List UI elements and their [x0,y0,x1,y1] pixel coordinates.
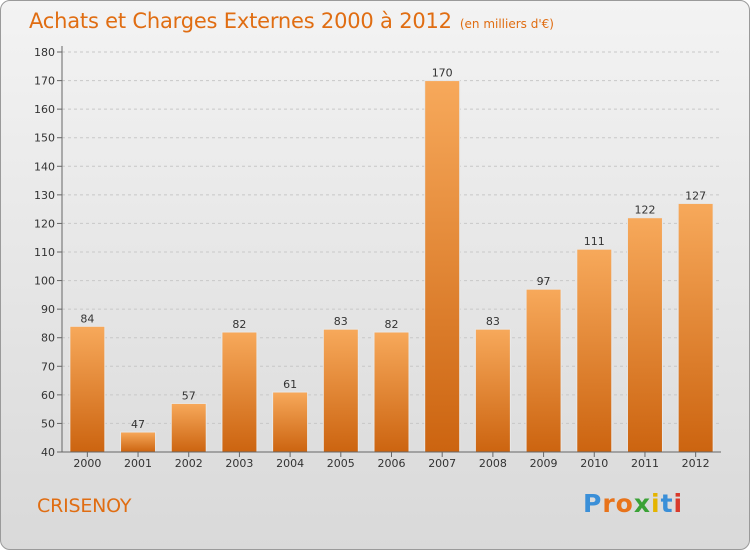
logo-letter: i [651,489,661,518]
x-tick-label: 2004 [276,457,304,470]
y-tick-label: 60 [41,389,55,402]
bar-value-label: 61 [283,378,297,391]
x-tick-label: 2008 [479,457,507,470]
bar-value-label: 57 [182,389,196,402]
chart-unit-note: (en milliers d'€) [459,17,554,31]
chart-title-block: Achats et Charges Externes 2000 à 2012 (e… [29,9,554,33]
bars: 84 47 57 82 61 83 82 170 83 97 111 122 127 [69,67,714,453]
y-tick-label: 80 [41,332,55,345]
bar [69,325,106,453]
logo-letter: t [660,489,674,518]
bar [272,391,309,453]
bar-value-label: 82 [232,318,246,331]
logo-letter: o [615,489,634,518]
commune-name: CRISENOY [37,495,132,517]
logo-letter: x [633,489,651,518]
x-tick-label: 2001 [124,457,152,470]
proxiti-logo: Proxiti [583,489,683,518]
x-tick-label: 2000 [73,457,101,470]
bar-value-label: 83 [334,315,348,328]
y-tick-label: 40 [41,446,55,459]
x-tick-label: 2006 [378,457,406,470]
x-tick-label: 2007 [428,457,456,470]
bar-value-label: 111 [584,235,605,248]
bar-value-label: 122 [634,204,655,217]
x-tick-label: 2005 [327,457,355,470]
x-tick-label: 2012 [682,457,710,470]
x-tick-label: 2011 [631,457,659,470]
y-tick-label: 50 [41,417,55,430]
bar [576,248,613,453]
bar-value-label: 82 [385,318,399,331]
bar [626,217,663,453]
x-tick-label: 2003 [225,457,253,470]
y-tick-label: 160 [34,103,55,116]
bar [424,80,461,453]
x-tick-label: 2010 [580,457,608,470]
chart-title: Achats et Charges Externes 2000 à 2012 [29,9,452,33]
bar [221,331,258,453]
logo-letter: i [673,489,684,518]
bar [373,331,410,453]
bar [474,328,511,453]
y-tick-label: 140 [34,160,55,173]
bar [120,431,157,453]
y-tick-label: 70 [41,360,55,373]
bar [170,402,207,453]
logo-letter: P [583,489,603,518]
y-tick-label: 90 [41,303,55,316]
x-tick-label: 2009 [530,457,558,470]
x-tick-label: 2002 [175,457,203,470]
bar-chart: 84 47 57 82 61 83 82 170 83 97 111 122 127 40 50 60 70 8… [34,46,721,470]
y-tick-label: 130 [34,189,55,202]
y-tick-label: 150 [34,132,55,145]
y-tick-label: 110 [34,246,55,259]
axes: 40 50 60 70 80 90 100 110 120 130 140 150 160 170 180 2… [34,46,721,470]
y-tick-label: 120 [34,217,55,230]
y-tick-label: 180 [34,46,55,59]
bar [677,202,714,453]
logo-letter: r [602,489,616,518]
bar-value-label: 84 [80,312,94,325]
bar-value-label: 97 [537,275,551,288]
bar-value-label: 127 [685,189,706,202]
y-tick-label: 100 [34,275,55,288]
bar-value-label: 170 [432,67,453,80]
bar [322,328,359,453]
bar-value-label: 47 [131,418,145,431]
bar [525,288,562,453]
y-tick-label: 170 [34,75,55,88]
bar-value-label: 83 [486,315,500,328]
